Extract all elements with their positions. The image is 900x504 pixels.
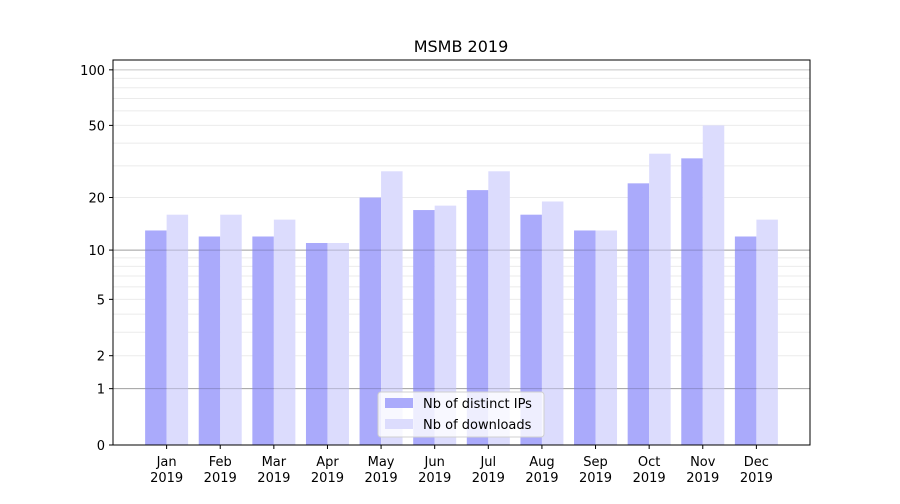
bar-distinct-ips — [574, 230, 596, 445]
bar-downloads — [488, 171, 510, 445]
x-tick-label: Nov — [690, 455, 716, 470]
y-tick-label: 10 — [88, 244, 105, 259]
bar-downloads — [434, 205, 457, 445]
bar-distinct-ips — [520, 214, 542, 445]
chart-title: MSMB 2019 — [414, 37, 509, 56]
legend-box — [377, 391, 545, 438]
bar-downloads — [166, 214, 189, 445]
x-tick-label: Jul — [479, 455, 496, 470]
y-tick-label: 2 — [97, 350, 105, 365]
x-tick-label: 2019 — [418, 471, 451, 486]
x-tick-label: Sep — [583, 455, 608, 470]
x-tick-label: May — [368, 455, 395, 470]
x-tick-label: 2019 — [525, 471, 558, 486]
bar-distinct-ips — [681, 158, 703, 445]
bar-distinct-ips — [734, 236, 757, 445]
bar-distinct-ips — [198, 236, 221, 445]
x-tick-label: Apr — [316, 455, 339, 470]
legend-swatch — [385, 419, 413, 429]
bar-distinct-ips — [627, 183, 650, 445]
y-tick-label: 0 — [97, 439, 105, 454]
y-tick-label: 1 — [97, 383, 105, 398]
y-tick-label: 100 — [80, 64, 105, 79]
x-tick-label: 2019 — [472, 471, 505, 486]
bar-downloads — [541, 201, 564, 445]
x-tick-label: 2019 — [686, 471, 719, 486]
x-axis: Jan2019Feb2019Mar2019Apr2019May2019Jun20… — [150, 445, 773, 486]
x-tick-label: Jan — [156, 455, 177, 470]
x-tick-label: 2019 — [740, 471, 773, 486]
x-tick-label: 2019 — [257, 471, 290, 486]
y-tick-label: 5 — [97, 293, 105, 308]
bar-distinct-ips — [145, 230, 167, 445]
legend: Nb of distinct IPs Nb of downloads — [377, 391, 545, 438]
x-tick-label: Dec — [744, 455, 769, 470]
bar-downloads — [381, 171, 403, 445]
x-tick-label: 2019 — [150, 471, 183, 486]
x-tick-label: 2019 — [633, 471, 666, 486]
x-tick-label: 2019 — [311, 471, 344, 486]
bars — [145, 125, 778, 446]
bar-downloads — [220, 214, 242, 445]
legend-swatch — [385, 398, 413, 408]
legend-label: Nb of downloads — [423, 418, 532, 433]
x-tick-label: 2019 — [365, 471, 398, 486]
bar-distinct-ips — [305, 243, 328, 445]
x-tick-label: 2019 — [579, 471, 612, 486]
x-tick-label: Jun — [424, 455, 445, 470]
legend-label: Nb of distinct IPs — [423, 397, 532, 412]
x-tick-label: 2019 — [204, 471, 237, 486]
plot-frame — [112, 59, 811, 446]
x-tick-label: Feb — [209, 455, 232, 470]
y-tick-label: 50 — [88, 119, 105, 134]
bar-distinct-ips — [252, 236, 274, 445]
x-tick-label: Aug — [529, 455, 554, 470]
x-tick-label: Mar — [262, 455, 287, 470]
bar-distinct-ips — [413, 210, 435, 445]
x-tick-label: Oct — [638, 455, 660, 470]
bar-distinct-ips — [466, 190, 489, 445]
y-tick-label: 20 — [88, 192, 105, 207]
y-axis: 0 1 2 5 10 20 50 100 — [80, 64, 113, 454]
bar-downloads — [273, 219, 296, 445]
bar-downloads — [756, 219, 778, 445]
bar-downloads — [595, 230, 618, 445]
bar-downloads — [702, 125, 725, 445]
bar-downloads — [327, 243, 349, 445]
bar-downloads — [649, 153, 671, 446]
bar-distinct-ips — [359, 197, 382, 445]
